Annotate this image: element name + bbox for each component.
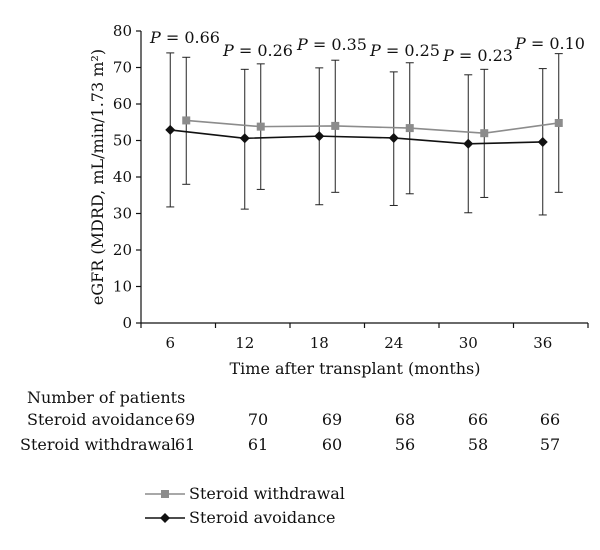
y-tick-label: 50 xyxy=(113,132,132,150)
x-axis-label: Time after transplant (months) xyxy=(230,359,481,378)
p-value-label: P = 0.10 xyxy=(514,34,585,53)
y-axis-label: eGFR (MDRD, mL/min/1.73 m²) xyxy=(88,49,107,305)
patients-count: 68 xyxy=(394,410,416,429)
data-point-avoidance xyxy=(388,132,399,143)
series-line-withdrawal xyxy=(186,119,559,135)
patients-count: 60 xyxy=(321,435,343,454)
data-point-withdrawal xyxy=(331,121,340,130)
patients-count: 66 xyxy=(467,410,489,429)
x-tick-label: 6 xyxy=(165,334,175,352)
x-tick-label: 24 xyxy=(384,334,403,352)
patients-table-title: Number of patients xyxy=(27,388,186,407)
data-point-avoidance xyxy=(165,124,176,135)
legend-label-avoidance: Steroid avoidance xyxy=(189,508,336,527)
patients-count: 58 xyxy=(467,435,489,454)
patients-row: Steroid avoidance 69 70 69 68 66 66 xyxy=(0,410,600,432)
patients-count: 69 xyxy=(174,410,196,429)
chart-marks xyxy=(165,52,563,216)
y-tick-label: 70 xyxy=(113,59,132,77)
patients-count: 61 xyxy=(174,435,196,454)
y-tick-label: 40 xyxy=(113,168,132,186)
axes: 0 10 20 30 40 50 60 70 80 6 12 18 24 30 36 xyxy=(113,22,589,352)
data-point-withdrawal xyxy=(182,116,191,125)
data-point-withdrawal xyxy=(554,118,563,127)
legend-label-withdrawal: Steroid withdrawal xyxy=(189,484,345,503)
x-tick-label: 12 xyxy=(235,334,254,352)
y-tick-label: 10 xyxy=(113,278,132,296)
p-value-label: P = 0.26 xyxy=(222,41,293,60)
data-point-avoidance xyxy=(463,138,474,149)
patients-count: 69 xyxy=(321,410,343,429)
x-tick-label: 18 xyxy=(310,334,329,352)
p-value-label: P = 0.66 xyxy=(149,28,220,47)
p-value-label: P = 0.35 xyxy=(296,35,367,54)
y-tick-label: 20 xyxy=(113,241,132,259)
data-point-avoidance xyxy=(239,133,250,144)
patients-count: 57 xyxy=(539,435,561,454)
y-tick-label: 0 xyxy=(122,314,132,332)
patients-row-label: Steroid avoidance xyxy=(27,410,174,429)
p-value-label: P = 0.25 xyxy=(369,41,440,60)
y-tick-label: 30 xyxy=(113,205,132,223)
y-tick-label: 80 xyxy=(113,22,132,40)
data-point-avoidance xyxy=(314,131,325,142)
data-point-avoidance xyxy=(537,136,548,147)
y-tick-label: 60 xyxy=(113,95,132,113)
legend-swatch-avoidance xyxy=(145,513,185,523)
patients-count: 66 xyxy=(539,410,561,429)
p-value-label: P = 0.23 xyxy=(442,46,513,65)
data-point-withdrawal xyxy=(405,124,414,133)
data-point-withdrawal xyxy=(256,122,265,131)
patients-row: Steroid withdrawal 61 61 60 56 58 57 xyxy=(0,435,600,457)
series-line-avoidance xyxy=(170,129,543,145)
x-tick-label: 30 xyxy=(459,334,478,352)
patients-row-label: Steroid withdrawal xyxy=(20,435,176,454)
patients-count: 61 xyxy=(247,435,269,454)
p-value-annotations: P = 0.66P = 0.26 P = 0.35 P = 0.25 P = 0.23… xyxy=(149,28,585,65)
x-tick-label: 36 xyxy=(533,334,552,352)
patients-count: 70 xyxy=(247,410,269,429)
patients-count: 56 xyxy=(394,435,416,454)
data-point-withdrawal xyxy=(480,129,489,138)
legend-swatch-withdrawal xyxy=(145,490,185,498)
